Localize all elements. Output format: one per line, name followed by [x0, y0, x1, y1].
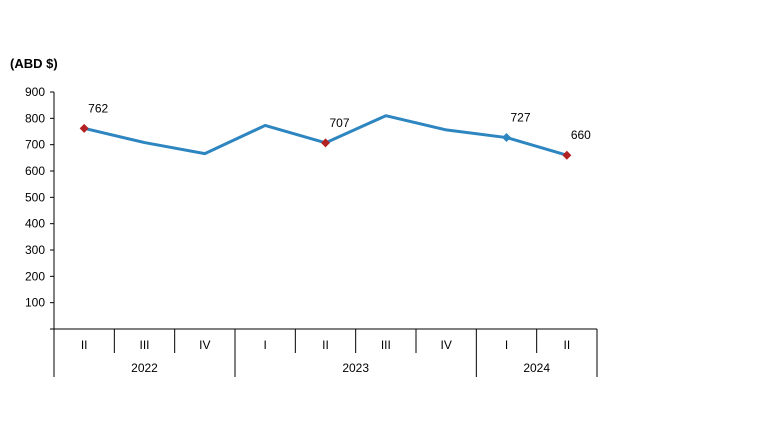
plot-area: 762 707 727 660	[79, 101, 591, 160]
x-year-label: 2024	[523, 361, 550, 375]
x-category-label: IV	[440, 338, 451, 352]
series-line	[83, 114, 568, 157]
y-axis-unit-label: (ABD $)	[10, 56, 58, 71]
x-category-label: IV	[199, 338, 210, 352]
x-category-label: II	[322, 338, 329, 352]
data-point-marker	[562, 150, 572, 160]
x-category-label: II	[563, 338, 570, 352]
data-label: 727	[510, 111, 530, 125]
x-category-label: II	[81, 338, 88, 352]
y-tick-label: 500	[25, 190, 45, 204]
y-tick-label: 700	[25, 138, 45, 152]
y-tick-label: 900	[25, 85, 45, 99]
y-tick-label: 800	[25, 111, 45, 125]
data-label: 762	[88, 101, 108, 115]
x-category-label: I	[505, 338, 508, 352]
y-tick-label: 600	[25, 164, 45, 178]
x-category-label: III	[139, 338, 149, 352]
y-tick-label: 200	[25, 269, 45, 283]
data-point-marker	[321, 138, 330, 148]
data-point-marker	[502, 133, 511, 143]
y-axis: 900 800 700 600 500 400 300 200 100	[25, 85, 55, 330]
data-label: 707	[329, 116, 349, 130]
y-tick-label: 300	[25, 243, 45, 257]
x-year-label: 2022	[131, 361, 158, 375]
data-point-marker	[79, 123, 89, 133]
data-label: 660	[571, 128, 591, 142]
x-category-label: III	[381, 338, 391, 352]
y-tick-label: 100	[25, 296, 45, 310]
x-year-label: 2023	[342, 361, 369, 375]
x-category-label: I	[263, 338, 266, 352]
y-tick-label: 400	[25, 217, 45, 231]
